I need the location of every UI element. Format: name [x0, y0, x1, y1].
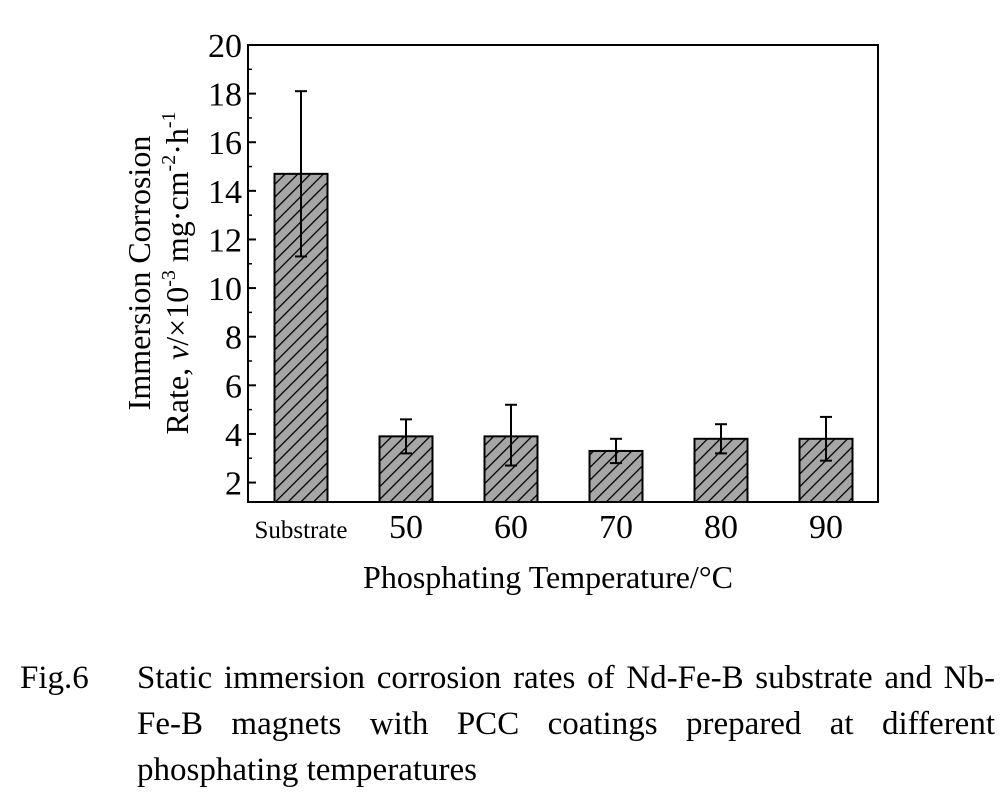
x-tick-label: 50 [389, 509, 423, 546]
error-bar-substrate [295, 90, 307, 258]
plot-frame [247, 44, 879, 503]
y-axis-title: Immersion Corrosion Rate, v/×10-3 mg·cm-… [121, 111, 195, 434]
figure-number: Fig.6 [20, 660, 89, 696]
y-tick-label: 14 [208, 174, 242, 211]
x-tick-label: 60 [494, 509, 528, 546]
x-tick-label: 80 [704, 509, 738, 546]
error-bars-layer [295, 90, 832, 467]
x-axis: Substrate 50 60 70 80 90 [254, 509, 843, 546]
x-axis-title: Phosphating Temperature/°C [363, 559, 733, 595]
y-axis: 2 4 6 8 10 12 14 16 18 20 [208, 28, 256, 503]
y-tick-label: 4 [225, 417, 242, 454]
y-tick-label: 10 [208, 271, 242, 308]
y-tick-label: 18 [208, 77, 242, 114]
bar-70 [588, 449, 644, 503]
error-bar-50 [400, 418, 412, 455]
error-bar-90 [820, 415, 832, 462]
error-bar-70 [610, 437, 622, 465]
figure-caption: Fig.6 Static immersion corrosion rates o… [20, 655, 995, 793]
error-bar-80 [715, 423, 727, 455]
y-axis-title-line-2: Rate, v/×10-3 mg·cm-2·h-1 [158, 111, 195, 434]
x-tick-label: 70 [599, 509, 633, 546]
error-bar-60 [505, 403, 517, 467]
caption-text: Static immersion corrosion rates of Nd-F… [137, 660, 995, 788]
y-tick-label: 20 [208, 28, 242, 65]
y-axis-title-line-1: Immersion Corrosion [121, 136, 157, 411]
y-tick-label: 2 [225, 466, 242, 503]
x-tick-label: Substrate [254, 517, 347, 544]
y-tick-label: 8 [225, 320, 242, 357]
x-tick-label: 90 [809, 509, 843, 546]
bar-chart: 2 4 6 8 10 12 14 16 18 20 Substrate 50 60 70 80 90 Pho… [121, 28, 879, 595]
y-tick-label: 16 [208, 125, 242, 162]
bars-layer [273, 172, 854, 504]
y-tick-label: 6 [225, 368, 242, 405]
y-tick-label: 12 [208, 222, 242, 259]
